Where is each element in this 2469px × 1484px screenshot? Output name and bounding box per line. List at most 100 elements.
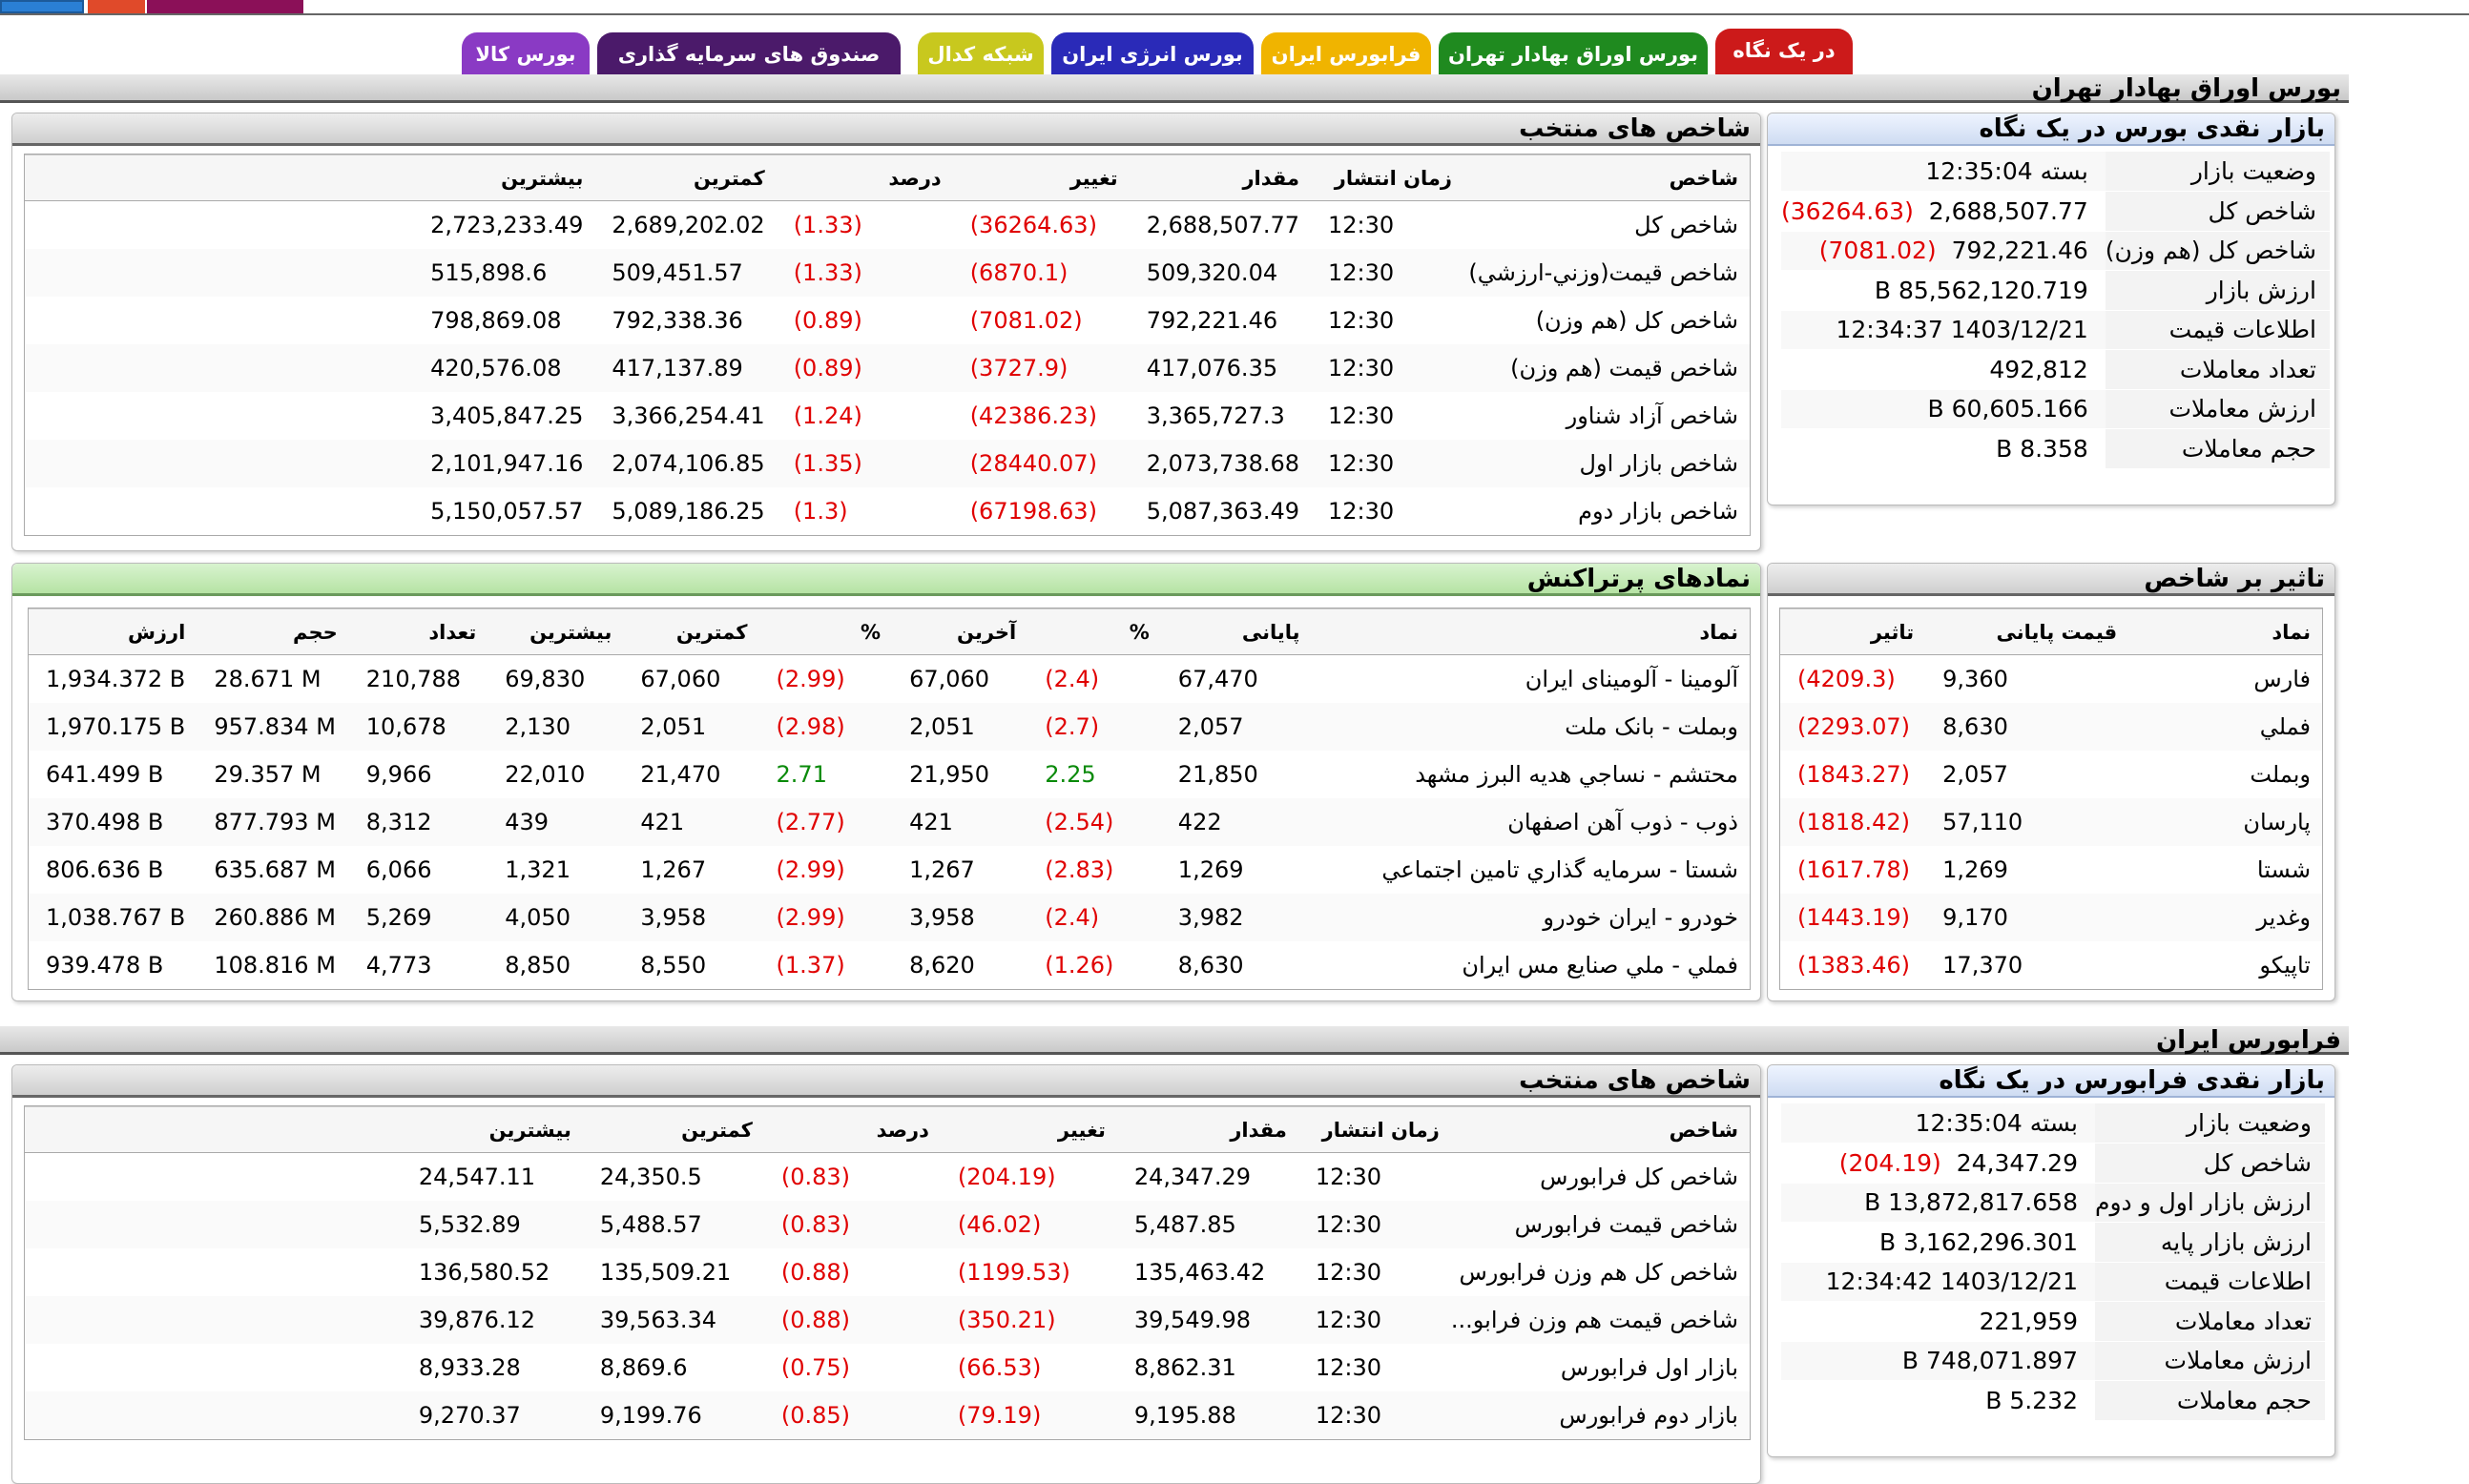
table-row: فارس 9,360 (4209.3)	[1780, 655, 2322, 703]
tab-commodity[interactable]: بورس کالا	[462, 32, 590, 76]
table-cell: (1199.53)	[957, 1258, 1070, 1286]
table-cell: 12:30	[1328, 497, 1395, 525]
snapshot-label: ارزش معاملات	[2094, 1341, 2325, 1381]
tab-overview[interactable]: در یک نگاه	[1715, 29, 1853, 76]
table-cell: آلومينا - آلومينای ايران	[1525, 665, 1738, 692]
table-cell: 2,101,947.16	[413, 439, 595, 487]
table-cell: 3,365,727.3	[1146, 402, 1285, 429]
table-row: شاخص قیمت (هم وزن) 12:30 417,076.35 (3727.9…	[25, 343, 1750, 392]
table-cell: 4,773	[365, 951, 432, 979]
table-cell: 260.886 M	[197, 893, 349, 941]
column-header: مقدار	[1116, 1106, 1298, 1153]
snapshot-value-text: 3,162,296.301 B	[1878, 1227, 2078, 1256]
table-cell: 8,620	[909, 951, 975, 979]
column-header: %	[758, 608, 893, 655]
tse-hot-table: نماد پایانی% آخرین% کمترین بیشترین تعداد حجم ار…	[29, 608, 1750, 989]
table-cell: (0.88)	[763, 1295, 941, 1344]
table-cell: (1.33)	[776, 248, 953, 297]
column-header: آخرین	[892, 608, 1028, 655]
table-cell: 39,549.98	[1116, 1295, 1298, 1344]
table-cell: 57,110	[1925, 797, 2129, 846]
table-cell: 12:30	[1311, 248, 1463, 297]
tab-tse[interactable]: بورس اوراق بهادار تهران	[1439, 32, 1708, 76]
table-cell: شاخص بازار دوم	[1578, 497, 1738, 525]
table-cell: 2,723,233.49	[430, 211, 584, 238]
table-row: پارسان 57,110 (1818.42)	[1780, 797, 2322, 846]
table-cell: 9,195.88	[1116, 1391, 1298, 1439]
tse-indices-title: شاخص های منتخب	[12, 113, 1760, 146]
table-row: شاخص قيمت فرابورس 12:30 5,487.85 (46.02) (0.…	[25, 1200, 1750, 1248]
snapshot-value-text: 792,221.46	[1951, 237, 2088, 265]
table-cell: 8,869.6	[599, 1353, 688, 1381]
snapshot-row: تعداد معاملات 221,959	[1781, 1301, 2325, 1342]
column-header: بیشترین	[401, 1106, 583, 1153]
table-cell: شاخص قیمت(وزني-ارزشي)	[1463, 248, 1750, 297]
table-cell: فملي - ملي صنايع مس ايران	[1462, 951, 1738, 979]
snapshot-row: حجم معاملات 5.232 B	[1781, 1380, 2325, 1421]
column-header-spacer	[25, 1106, 402, 1153]
table-cell: 9,170	[1925, 893, 2129, 941]
table-cell: شاخص قیمت (هم وزن)	[1463, 343, 1750, 392]
table-cell: شاخص كل فرابورس	[1540, 1163, 1738, 1190]
table-cell: (2.83)	[1045, 855, 1114, 883]
snapshot-row: ارزش بازار اول و دوم 13,872,817.658 B	[1781, 1183, 2325, 1223]
table-cell: فملي	[2128, 702, 2322, 751]
site-logo-icon[interactable]	[0, 0, 84, 13]
snapshot-value-text: 221,959	[1979, 1307, 2078, 1335]
table-cell: شستا	[2256, 855, 2311, 883]
snapshot-value-text: 24,347.29	[1956, 1148, 2078, 1177]
table-cell: (7081.02)	[969, 306, 1083, 334]
table-cell: 2,051	[892, 702, 1028, 751]
table-cell: 5,089,186.25	[612, 497, 765, 525]
table-cell: 12:30	[1311, 343, 1463, 392]
table-cell: 806.636 B	[46, 855, 164, 883]
snapshot-label: ارزش بازار	[2105, 270, 2330, 311]
table-cell: (2.99)	[776, 665, 845, 692]
table-cell: 12:30	[1315, 1258, 1382, 1286]
table-row: بازار اول فرابورس 12:30 8,862.31 (66.53) (0.…	[25, 1344, 1750, 1391]
table-cell: 12:30	[1315, 1163, 1382, 1190]
table-cell-spacer	[25, 1153, 402, 1201]
tse-snapshot-table: وضعیت بازار بسته 12:35:04 شاخص کل 2,688,507…	[1781, 152, 2330, 469]
snapshot-label: تعداد معاملات	[2094, 1301, 2325, 1342]
table-cell: 509,320.04	[1129, 248, 1311, 297]
table-cell: محتشم - نساجي هديه البرز مشهد	[1415, 760, 1738, 788]
table-cell-spacer	[25, 1344, 402, 1391]
table-cell: 24,350.5	[599, 1163, 702, 1190]
tab-funds[interactable]: صندوق های سرمایه گذاری	[597, 32, 901, 76]
table-cell: 12:30	[1297, 1200, 1451, 1248]
table-cell: (66.53)	[957, 1353, 1042, 1381]
table-cell: بازار دوم فرابورس	[1450, 1391, 1750, 1439]
table-row: محتشم - نساجي هديه البرز مشهد 21,850 2.25 2…	[29, 751, 1750, 798]
column-header: تعداد	[348, 608, 488, 655]
column-header-spacer	[25, 155, 414, 201]
table-cell: 28.671 M	[214, 665, 322, 692]
snapshot-label: شاخص کل	[2105, 191, 2330, 232]
tab-energy[interactable]: بورس انرژی ایران	[1051, 32, 1254, 76]
table-cell: (1.26)	[1045, 951, 1114, 979]
table-cell: 420,576.08	[413, 343, 595, 392]
tse-hot-title: نمادهای پرتراکنش	[12, 564, 1760, 596]
tab-codal[interactable]: شبکه کدال	[918, 32, 1044, 76]
snapshot-change: (7081.02)	[1818, 237, 1937, 265]
snapshot-label: شاخص کل (هم وزن)	[2105, 231, 2330, 271]
table-cell: 439	[488, 797, 624, 846]
column-header: درصد	[776, 155, 953, 201]
table-cell: 67,060	[640, 665, 721, 692]
tab-ifb[interactable]: فرابورس ایران	[1261, 32, 1431, 76]
snapshot-row: ارزش بازار 85,562,120.719 B	[1781, 270, 2330, 311]
snapshot-row: ارزش بازار پایه 3,162,296.301 B	[1781, 1222, 2325, 1263]
table-cell: 1,269	[1177, 855, 1244, 883]
table-cell: 1,038.767 B	[29, 893, 197, 941]
snapshot-row: شاخص کل 24,347.29 (204.19)	[1781, 1143, 2325, 1184]
column-header: نماد	[2128, 608, 2322, 655]
table-cell: 12:30	[1328, 402, 1395, 429]
table-cell: 9,360	[1942, 665, 2008, 692]
table-cell: 3,982	[1160, 893, 1312, 941]
snapshot-row: ارزش معاملات 748,071.897 B	[1781, 1341, 2325, 1381]
column-header: مقدار	[1129, 155, 1311, 201]
table-row: شاخص کل 12:30 2,688,507.77 (36264.63) (1.33)…	[25, 201, 1750, 249]
table-cell: (0.83)	[780, 1163, 851, 1190]
snapshot-value-text: 60,605.166 B	[1927, 395, 2088, 423]
table-cell: (0.89)	[793, 306, 862, 334]
